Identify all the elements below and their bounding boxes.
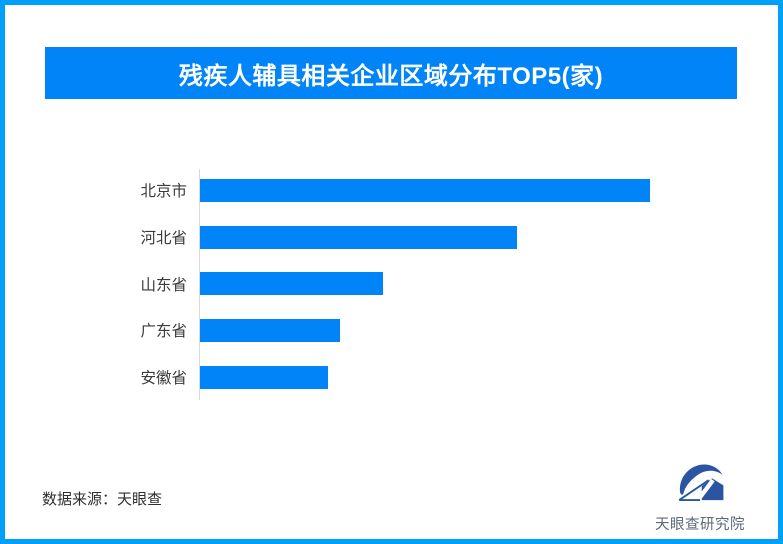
chart-row: 广东省	[0, 307, 783, 354]
category-label: 河北省	[140, 230, 187, 248]
category-label: 安徽省	[140, 370, 187, 388]
chart-title-banner: 残疾人辅具相关企业区域分布TOP5(家)	[45, 47, 737, 99]
y-axis-line	[199, 169, 200, 400]
category-label: 山东省	[140, 276, 187, 294]
bar-chart: 北京市河北省山东省广东省安徽省	[0, 167, 783, 401]
bar-track	[200, 365, 783, 389]
bar-track	[200, 178, 783, 202]
chart-row: 北京市	[0, 167, 783, 214]
bar	[200, 225, 517, 249]
tianyancha-logo-icon	[678, 464, 724, 504]
page-title: 残疾人辅具相关企业区域分布TOP5(家)	[178, 62, 604, 90]
tianyancha-research-logo: 天眼查研究院	[640, 455, 760, 534]
bar	[200, 365, 328, 389]
bar-track	[200, 225, 783, 249]
category-label: 北京市	[140, 183, 187, 201]
category-label: 广东省	[140, 323, 187, 341]
chart-row: 安徽省	[0, 354, 783, 401]
data-source-note: 数据来源：天眼查	[42, 491, 163, 508]
bar-track	[200, 272, 783, 296]
bar	[200, 272, 383, 296]
logo-text: 天眼查研究院	[655, 517, 745, 533]
chart-row: 河北省	[0, 214, 783, 261]
bar-track	[200, 318, 783, 342]
bar	[200, 318, 340, 342]
bar	[200, 178, 650, 202]
chart-row: 山东省	[0, 260, 783, 307]
bar-chart-rows: 北京市河北省山东省广东省安徽省	[0, 167, 783, 400]
